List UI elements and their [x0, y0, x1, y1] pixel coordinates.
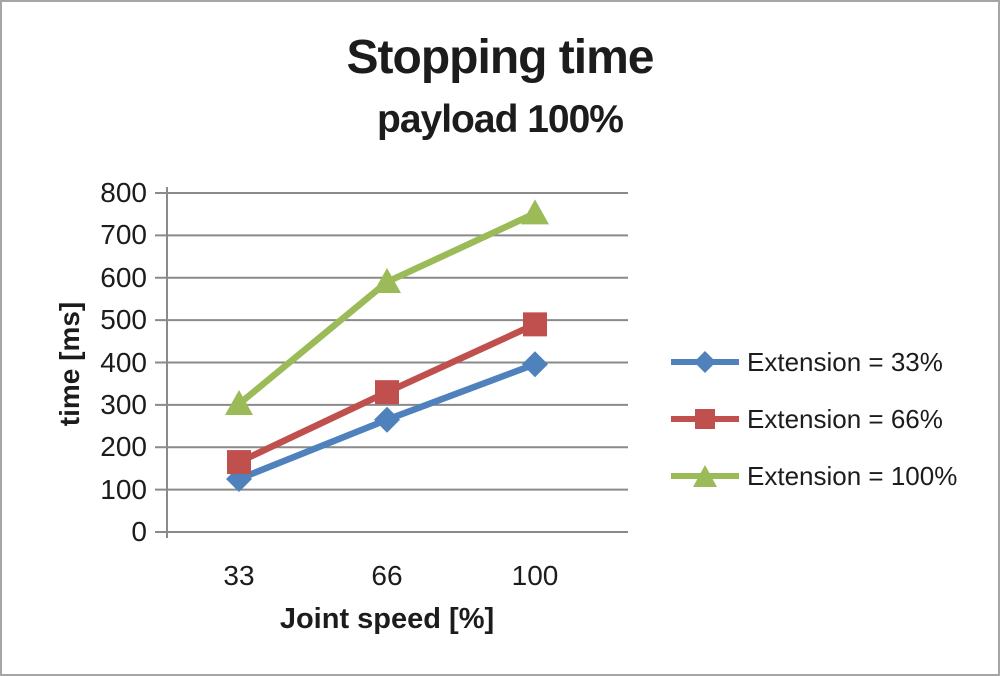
legend-entry: Extension = 66%: [669, 401, 943, 437]
legend-swatch-triangle-icon: [671, 465, 739, 487]
legend-swatch-diamond-icon: [671, 351, 739, 373]
y-tick-label-300: 300: [100, 388, 147, 420]
legend-label: Extension = 33%: [747, 346, 943, 377]
legend-swatch-square-icon: [671, 409, 739, 429]
x-tick-label-66: 66: [371, 560, 403, 591]
marker-square-33: [227, 450, 251, 475]
marker-triangle-33: [225, 390, 253, 416]
x-axis-title: Joint speed [%]: [279, 603, 495, 635]
y-tick-label-0: 0: [131, 516, 147, 547]
marker-triangle-100: [521, 199, 549, 225]
marker-square-100: [523, 312, 547, 337]
x-tick-label-100: 100: [511, 560, 559, 591]
y-tick-label-800: 800: [100, 177, 147, 208]
y-tick-label-500: 500: [100, 304, 147, 336]
legend-label: Extension = 100%: [747, 460, 958, 491]
legend-entry: Extension = 100%: [669, 458, 957, 494]
legend-entry: Extension = 33%: [669, 344, 943, 380]
y-tick-label-100: 100: [100, 473, 147, 505]
legend-label: Extension = 66%: [747, 403, 943, 434]
series-line-extension-100: [235, 210, 539, 408]
chart-subtitle: payload 100%: [377, 98, 624, 141]
chart-title: Stopping time: [346, 31, 655, 84]
y-tick-label-700: 700: [100, 219, 147, 251]
marker-diamond-66: [374, 406, 400, 433]
marker-square-66: [375, 380, 399, 405]
x-tick-label-33: 33: [223, 560, 255, 591]
marker-triangle-66: [373, 267, 401, 293]
y-tick-label-600: 600: [100, 261, 147, 293]
marker-diamond-100: [522, 351, 548, 378]
y-tick-label-200: 200: [100, 431, 147, 463]
y-tick-label-400: 400: [100, 346, 147, 378]
